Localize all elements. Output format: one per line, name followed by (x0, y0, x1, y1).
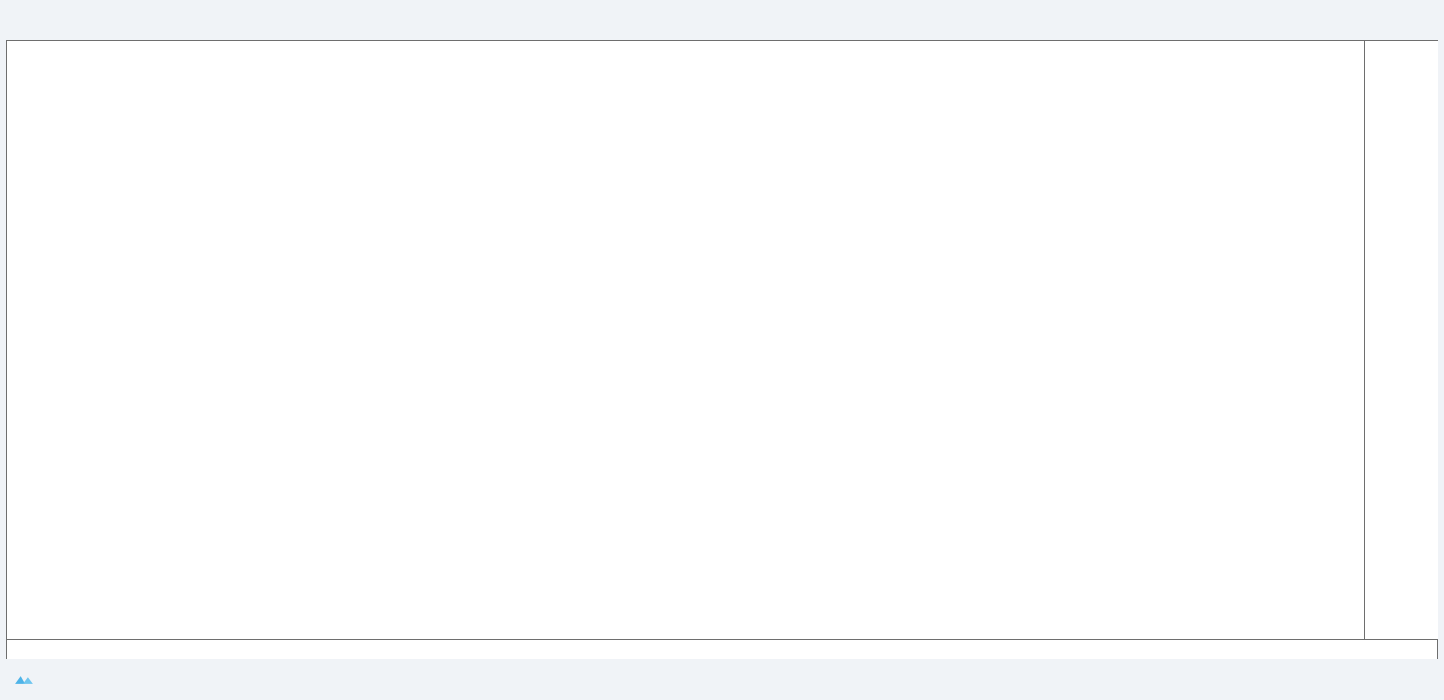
chart-header (0, 0, 1444, 40)
footer (6, 668, 42, 692)
price-axis[interactable] (1364, 41, 1438, 639)
chart-frame[interactable] (6, 40, 1438, 659)
quote-line (6, 5, 1444, 22)
tradingview-logo-icon (14, 673, 34, 687)
time-axis[interactable] (7, 639, 1437, 659)
chart-plot-area[interactable] (7, 41, 1364, 639)
